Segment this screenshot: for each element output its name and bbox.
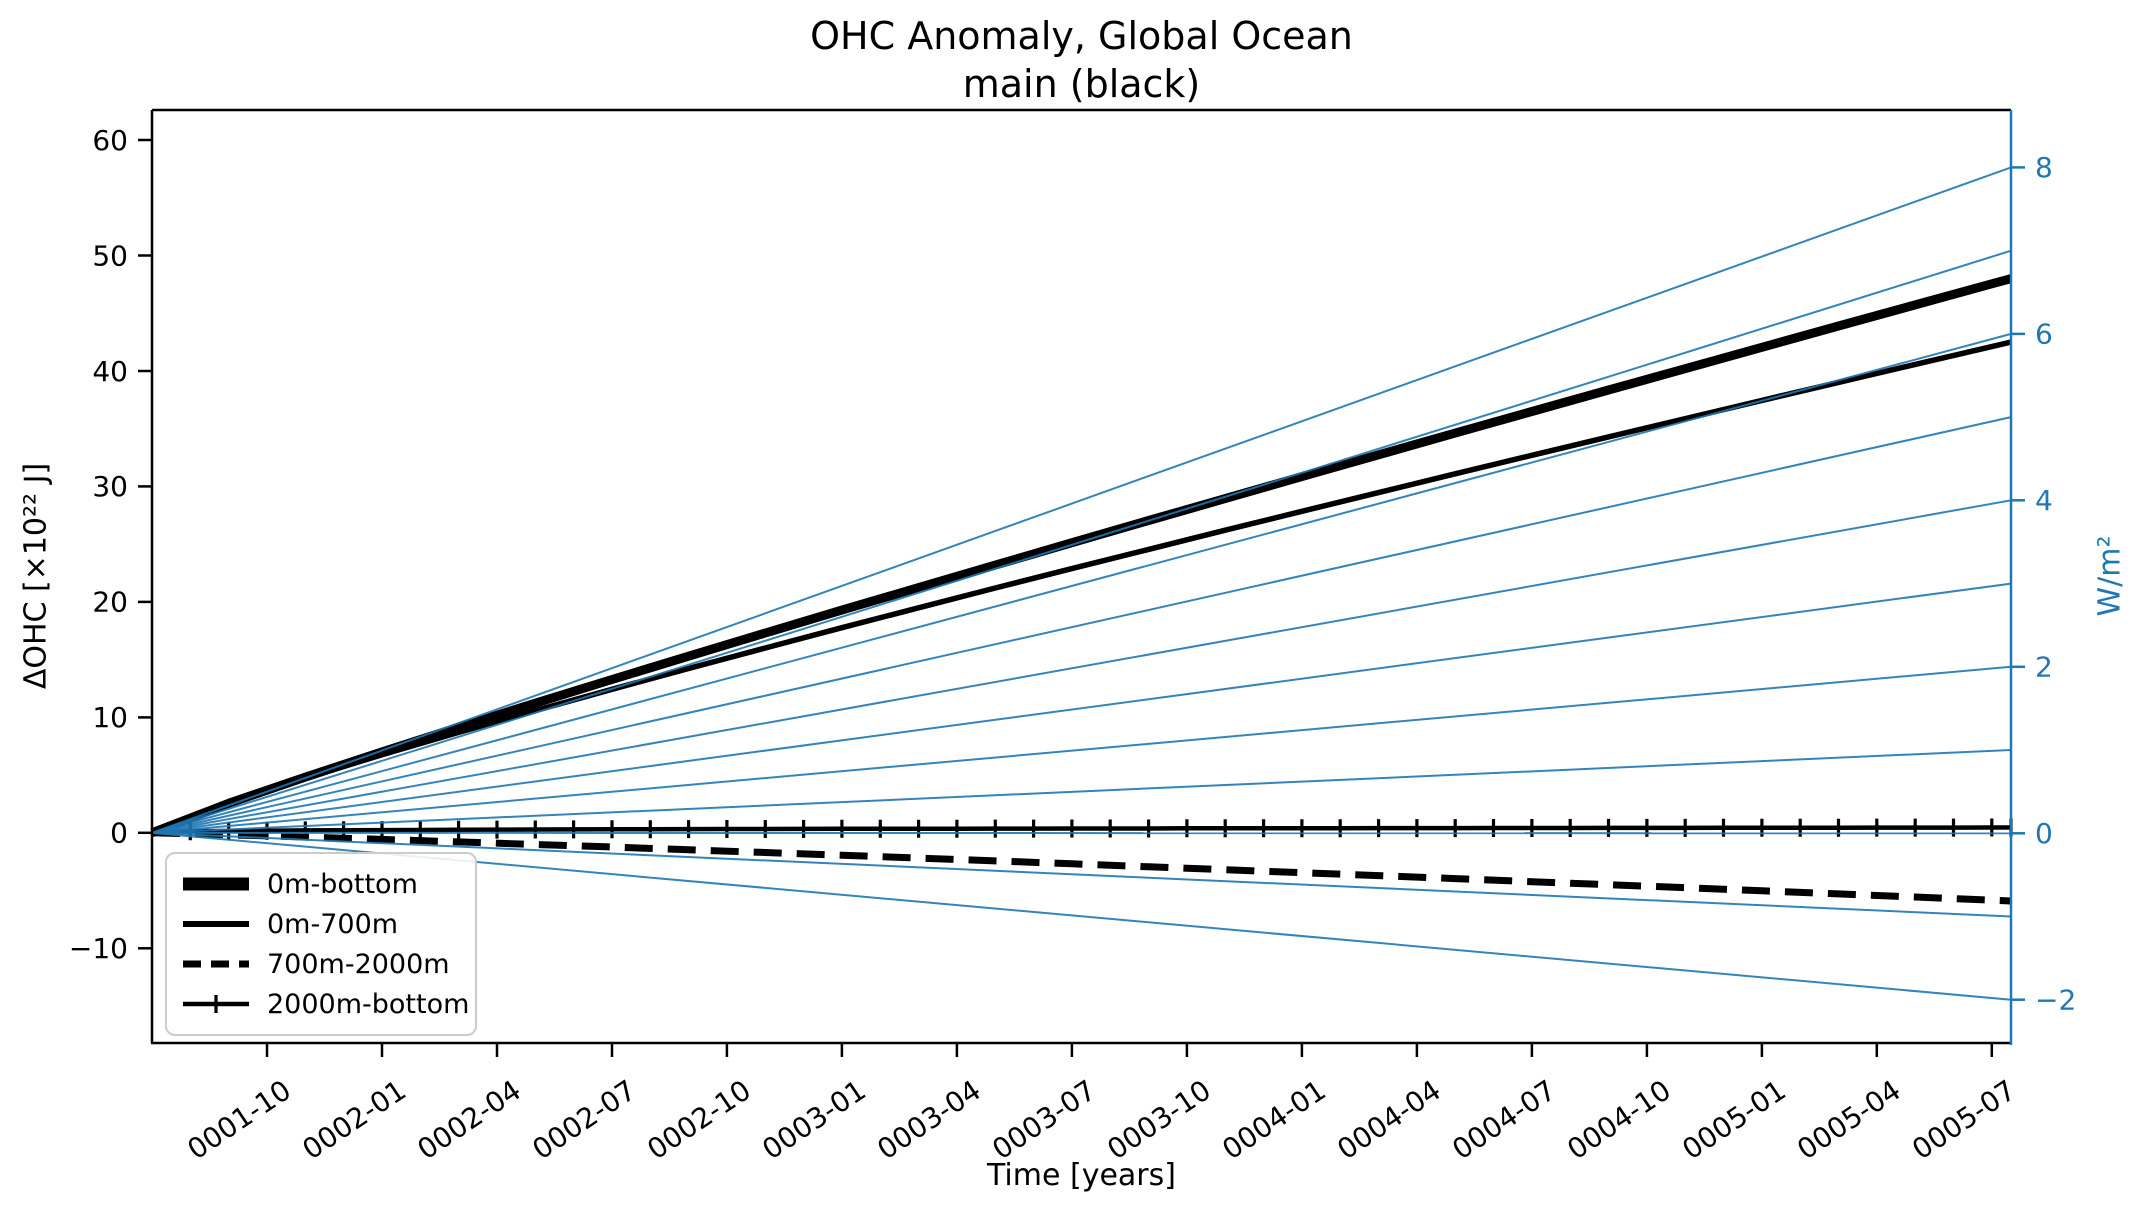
- chart-title-line2: main (black): [962, 62, 1201, 106]
- x-tick-label: 0001-10: [181, 1073, 296, 1166]
- x-tick-label: 0005-07: [1906, 1073, 2021, 1166]
- x-tick-label: 0005-01: [1676, 1073, 1791, 1166]
- x-tick-label: 0002-10: [641, 1073, 756, 1166]
- x-tick-label: 0004-10: [1561, 1073, 1676, 1166]
- reference-line-5wm2: [151, 416, 2012, 834]
- y-tick-label: 20: [92, 586, 128, 619]
- legend-line-sample-solid-medium: [183, 921, 249, 927]
- series-2000m-bottom: [151, 825, 2011, 836]
- x-tick-label: 0003-04: [871, 1073, 986, 1166]
- legend-line-sample-tick-marker: [183, 995, 249, 1013]
- x-axis-label: Time [years]: [987, 1158, 1176, 1193]
- series-0m-bottom: [150, 274, 2013, 838]
- y-tick-label: 60: [92, 124, 128, 157]
- reference-line-1wm2: [151, 749, 2012, 834]
- secondary-y-axis-label: W/m²: [2092, 535, 2128, 617]
- x-tick-label: 0004-04: [1331, 1073, 1446, 1166]
- reference-line-6wm2: [151, 332, 2012, 834]
- y-tick-label: 30: [92, 470, 128, 503]
- x-tick-label: 0003-10: [1101, 1073, 1216, 1166]
- x-tick-label: 0003-07: [986, 1073, 1101, 1166]
- y-tick-label: −10: [69, 932, 128, 965]
- x-tick-label: 0003-01: [756, 1073, 871, 1166]
- y-tick-label: 0: [110, 817, 128, 850]
- legend-item-0m-bottom: 0m-bottom: [181, 864, 475, 904]
- legend-line-sample-dashed: [183, 960, 249, 968]
- reference-line-3wm2: [151, 582, 2012, 834]
- series-700m-2000m: [151, 829, 2012, 905]
- legend-label: 0m-700m: [267, 908, 399, 940]
- y-tick-label: 50: [92, 239, 128, 272]
- x-tick-label: 0002-04: [411, 1073, 526, 1166]
- y2-tick-label: 8: [2035, 151, 2053, 184]
- x-tick-label: 0004-01: [1216, 1073, 1331, 1166]
- y2-tick-label: 0: [2035, 817, 2053, 850]
- y-axis-label: ΔOHC [×10²² J]: [18, 462, 54, 690]
- y2-tick-label: −2: [2035, 984, 2076, 1017]
- reference-line-7wm2: [151, 249, 2012, 834]
- x-tick-label: 0002-01: [296, 1073, 411, 1166]
- reference-line-4wm2: [151, 499, 2012, 834]
- reference-line--1wm2: [151, 831, 2012, 918]
- x-tick-label: 0005-04: [1791, 1073, 1906, 1166]
- chart-title-line1: OHC Anomaly, Global Ocean: [810, 14, 1353, 58]
- x-tick-label: 0002-07: [526, 1073, 641, 1166]
- legend-label: 700m-2000m: [267, 948, 450, 980]
- legend-item-0m-700m: 0m-700m: [181, 904, 475, 944]
- legend-item-700m-2000m: 700m-2000m: [181, 944, 475, 984]
- legend-label: 0m-bottom: [267, 868, 418, 900]
- legend-label: 2000m-bottom: [267, 988, 470, 1020]
- reference-line-8wm2: [151, 166, 2012, 834]
- y2-tick-label: 2: [2035, 651, 2053, 684]
- legend-item-2000m-bottom: 2000m-bottom: [181, 984, 475, 1024]
- series-0m-700m: [151, 339, 2012, 836]
- y2-tick-label: 4: [2035, 484, 2053, 517]
- legend-line-sample-solid-extra-thick: [183, 877, 249, 891]
- y2-tick-label: 6: [2035, 318, 2053, 351]
- x-tick-label: 0004-07: [1446, 1073, 1561, 1166]
- reference-line-2wm2: [151, 665, 2012, 834]
- y-tick-label: 40: [92, 355, 128, 388]
- y-tick-label: 10: [92, 701, 128, 734]
- legend: 0m-bottom 0m-700m 700m-2000m 2000m-botto…: [165, 852, 477, 1036]
